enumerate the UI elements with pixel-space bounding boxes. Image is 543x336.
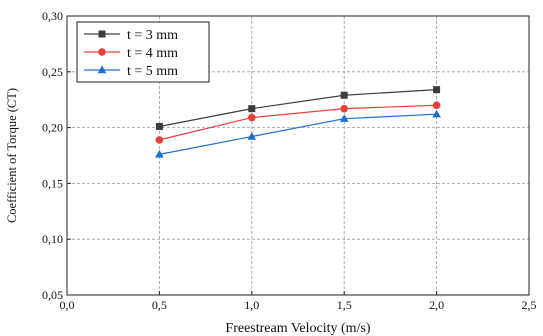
y-tick-label: 0,30 [42,9,63,23]
legend-marker [97,65,107,74]
series-line [159,113,437,155]
legend-label: t = 5 mm [127,64,178,79]
legend-label: t = 4 mm [127,46,178,61]
legend-item: t = 4 mm [84,46,178,61]
data-point [155,149,164,158]
plot-frame [66,15,530,296]
y-axis-title: Coefficient of Torque (CT) [5,88,19,223]
data-point [247,132,257,140]
y-tick-label: 0,05 [42,288,63,302]
data-point [340,91,348,99]
data-point [433,86,441,94]
data-point [155,136,164,144]
legend: t = 3 mm t = 4 mm t = 5 mm [76,21,210,83]
data-point [248,105,256,113]
x-tick-label: 2,5 [522,298,537,312]
data-point [432,101,441,110]
series-line [159,89,437,128]
y-tick-label: 0,25 [42,65,63,79]
data-point [155,122,163,130]
legend-marker [98,48,106,56]
legend-item: t = 3 mm [84,28,178,43]
legend-item: t = 5 mm [84,64,178,79]
data-point [339,114,349,122]
series-1 [155,86,441,130]
x-tick-label: 2,0 [429,298,444,312]
series-line [159,104,437,141]
x-tick-label: 0,0 [60,298,75,312]
legend-label: t = 3 mm [127,28,178,43]
data-point [340,104,349,113]
series-2 [155,101,441,144]
y-tick-label: 0,10 [42,232,63,246]
x-tick-label: 0,5 [152,298,167,312]
x-tick-label: 1,0 [244,298,259,312]
series-3 [155,109,441,158]
x-axis-title: Freestream Velocity (m/s) [225,321,370,336]
legend-marker [98,30,106,38]
data-point [432,109,441,118]
data-point [248,113,256,122]
y-tick-label: 0,15 [42,176,63,190]
series-layer [155,86,441,158]
y-tick-label: 0,20 [42,121,63,135]
x-tick-label: 1,5 [337,298,352,312]
legend-items: t = 3 mm t = 4 mm t = 5 mm [84,28,178,79]
axis-ticks: 0,0 0,5 1,0 1,5 2,0 2,5 0,05 0,10 0,15 0,20 0,25 0,… [42,9,537,312]
